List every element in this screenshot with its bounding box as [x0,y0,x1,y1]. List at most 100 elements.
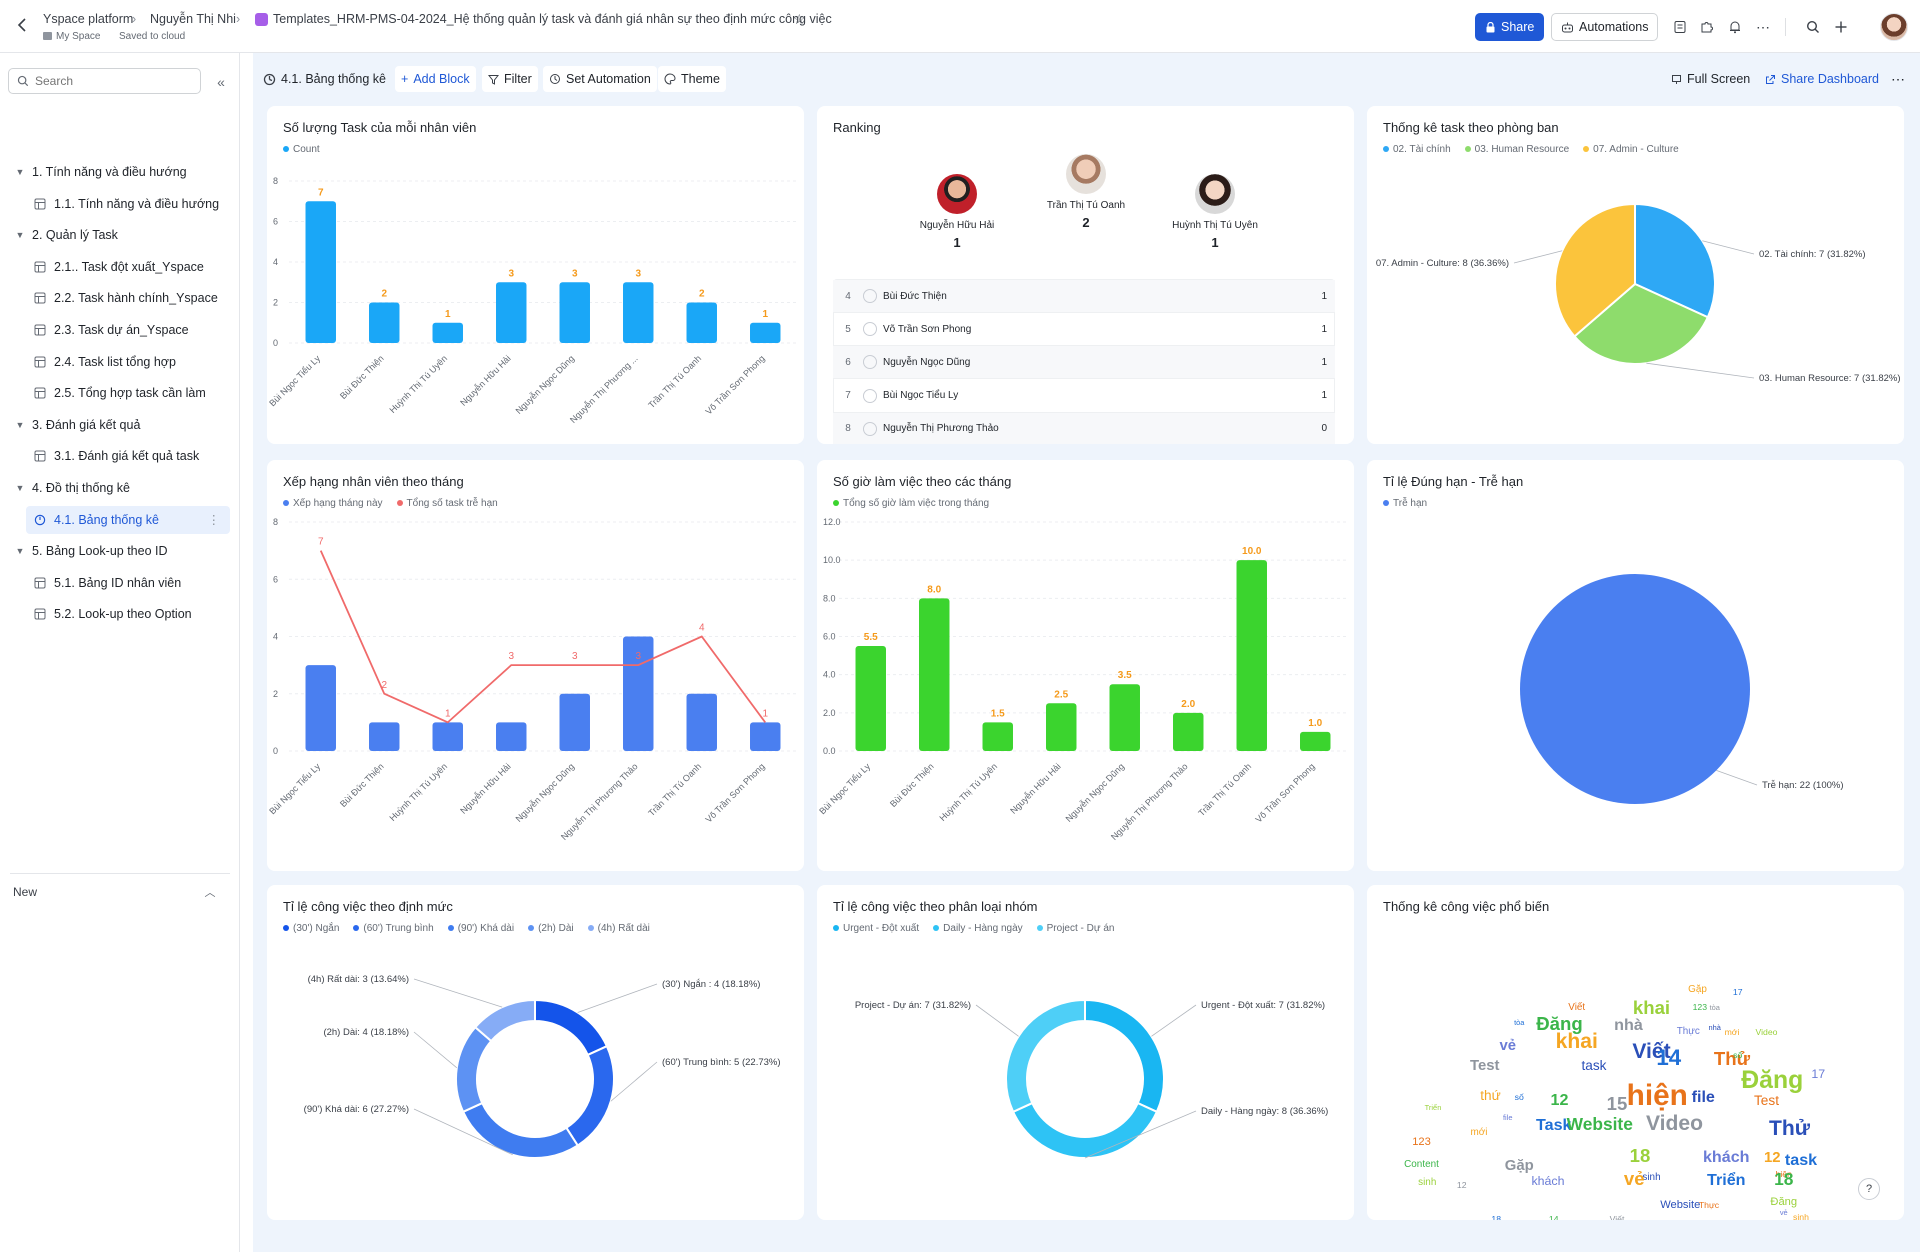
pie-slice[interactable] [473,998,536,1043]
word[interactable]: 14 [1656,1045,1681,1070]
bar[interactable] [686,302,717,344]
sidebar-item[interactable]: ▼ 2. Quản lý Task [0,221,240,249]
word[interactable]: khai [1556,1030,1598,1053]
set-automation-button[interactable]: Set Automation [543,66,657,92]
word[interactable]: mới [1471,1127,1488,1138]
bar[interactable] [750,722,781,751]
word[interactable]: Video [1755,1027,1777,1037]
word[interactable]: Viết [1632,1040,1670,1063]
word[interactable]: tòa [1514,1018,1525,1027]
bar[interactable] [496,282,527,343]
legend-item[interactable]: (30') Ngắn [283,923,339,934]
sidebar-item[interactable]: 3.1. Đánh giá kết quả task [0,442,240,470]
pie-slice[interactable] [1554,202,1636,338]
bar[interactable] [369,302,400,344]
sidebar-item[interactable]: 2.5. Tổng hợp task cần làm [0,379,240,407]
pie-slice[interactable] [1520,574,1750,804]
word[interactable]: sinh [1793,1212,1809,1220]
word[interactable]: 12 [1457,1180,1467,1190]
word[interactable]: 12 [1764,1150,1781,1166]
word[interactable]: Test [1470,1058,1500,1074]
word[interactable]: Đăng [1536,1013,1582,1034]
sidebar-item[interactable]: 5.2. Look-up theo Option [0,600,240,628]
bar[interactable] [1109,684,1140,751]
word[interactable]: Content [1404,1159,1439,1170]
share-dashboard-button[interactable]: Share Dashboard [1759,66,1885,92]
puzzle-icon[interactable] [1696,16,1718,38]
ranking-row[interactable]: 5 Võ Trần Sơn Phong 1 [833,313,1335,347]
star-icon[interactable]: ☆ [793,11,806,27]
sidebar-item[interactable]: 2.4. Task list tổng hợp [0,348,240,376]
search-icon[interactable] [1802,16,1824,38]
word[interactable]: vẻ [1780,1208,1788,1217]
word[interactable]: hiện [1627,1079,1688,1112]
help-icon[interactable]: ? [1858,1178,1880,1200]
caret-down-icon[interactable]: ▼ [15,419,25,430]
bar[interactable] [686,693,717,751]
word[interactable]: task [1582,1058,1607,1073]
word[interactable]: số [1733,1050,1742,1060]
word[interactable]: Viết [1610,1214,1625,1220]
word[interactable]: task [1785,1151,1817,1169]
back-arrow-icon[interactable] [12,14,34,36]
bar[interactable] [432,322,463,343]
card-ontime[interactable]: Tỉ lệ Đúng hạn - Trễ hạn Trễ hạn Trễ hạn… [1367,460,1904,871]
add-block-button[interactable]: + Add Block [395,66,476,92]
history-icon[interactable] [1669,16,1691,38]
share-button[interactable]: Share [1475,13,1545,41]
pie-slice[interactable] [564,1044,615,1147]
bar[interactable] [496,722,527,751]
word[interactable]: 18 [1774,1169,1794,1189]
space-label[interactable]: My Space [56,31,101,42]
bar[interactable] [305,201,336,343]
card-norm[interactable]: Tỉ lệ công việc theo định mức (30') Ngắn… [267,885,804,1220]
word[interactable]: vẻ [1499,1038,1516,1054]
legend-item[interactable]: (4h) Rất dài [587,923,650,934]
caret-down-icon[interactable]: ▼ [15,546,25,557]
legend-item[interactable]: Urgent - Đột xuất [833,923,919,934]
bar[interactable] [982,722,1013,751]
search-box[interactable] [8,68,201,94]
bar[interactable] [559,693,590,751]
word[interactable]: thứ [1480,1088,1500,1103]
word[interactable]: Gặp [1688,984,1707,995]
word[interactable]: sinh [1642,1172,1660,1183]
sidebar-item[interactable]: 4.1. Bảng thống kê ⋮ [26,505,230,534]
word[interactable]: Video [1646,1112,1703,1135]
ranking-row[interactable]: 6 Nguyễn Ngọc Dũng 1 [833,346,1335,380]
legend-item[interactable]: Trễ hạn [1383,498,1427,509]
sidebar-item[interactable]: ▼ 5. Bảng Look-up theo ID [0,537,240,565]
ranking-row[interactable]: 8 Nguyễn Thị Phương Thảo 0 [833,412,1335,444]
word[interactable]: 14 [1549,1214,1559,1220]
more-icon[interactable]: ⋮ [207,513,221,528]
legend-item[interactable]: (2h) Dài [528,923,574,934]
legend-item[interactable]: Count [283,144,320,155]
word[interactable]: 17 [1811,1067,1825,1081]
pie-slice[interactable] [461,1101,580,1159]
legend-item[interactable]: Tổng số task trễ hạn [396,498,498,509]
sidebar-item[interactable]: 5.1. Bảng ID nhân viên [0,569,240,597]
bar[interactable] [750,322,781,343]
word[interactable]: vẻ [1624,1168,1645,1189]
bar[interactable] [1173,712,1204,751]
ranking-row[interactable]: 4 Bùi Đức Thiện 1 [833,280,1335,313]
sidebar-item[interactable]: 2.2. Task hành chính_Yspace [0,284,240,312]
line-series[interactable] [319,550,766,724]
word[interactable]: Thực [1699,1200,1720,1210]
word[interactable]: 123 [1693,1002,1708,1012]
word[interactable]: Website [1660,1199,1700,1211]
caret-down-icon[interactable]: ▼ [15,483,25,493]
caret-down-icon[interactable]: ▼ [15,230,25,241]
legend-item[interactable]: Daily - Hàng ngày [933,923,1023,934]
bar[interactable] [432,722,463,751]
legend-item[interactable]: (90') Khá dài [447,923,514,934]
breadcrumb-workspace[interactable]: Yspace platform [43,12,134,26]
card-dept[interactable]: Thống kê task theo phòng ban 02. Tài chí… [1367,106,1904,444]
word[interactable]: Thử [1714,1048,1751,1069]
legend-item[interactable]: Tổng số giờ làm việc trong tháng [833,498,989,509]
word[interactable]: hiện [1776,1169,1793,1179]
word[interactable]: 12 [1551,1091,1569,1109]
card-hours[interactable]: Số giờ làm việc theo các tháng Tổng số g… [817,460,1354,871]
new-section-label[interactable]: New [13,885,38,899]
search-input[interactable] [35,74,185,88]
